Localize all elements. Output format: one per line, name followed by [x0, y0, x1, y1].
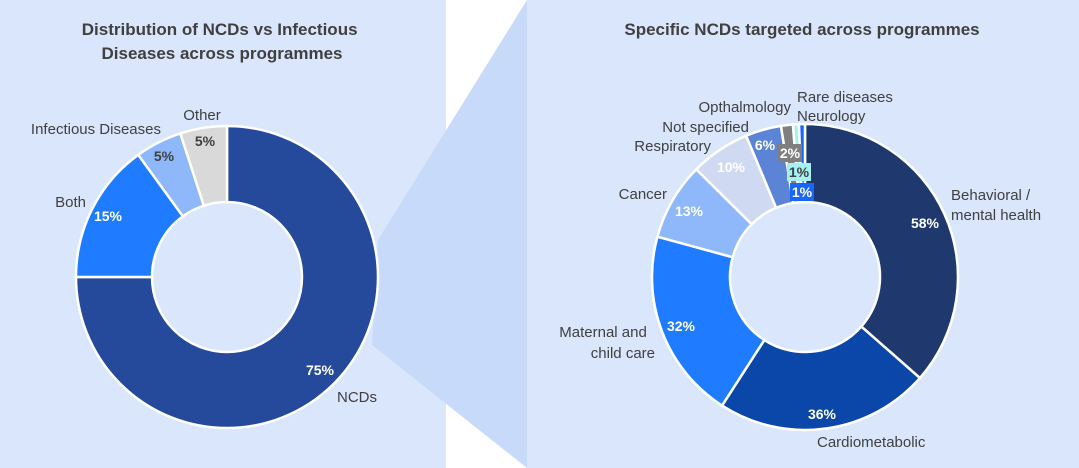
- value-box-neurology: [790, 183, 814, 201]
- slice-label-infectious: Infectious Diseases: [31, 121, 161, 138]
- slice-label-behavioral: Behavioral / mental health: [951, 187, 1041, 224]
- slice-value-behavioral: 58%: [911, 215, 940, 231]
- slice-value-neurology: 1%: [792, 184, 813, 200]
- slice-value-maternal: 32%: [667, 318, 696, 334]
- right-donut-chart: Specific NCDs targeted across programmes…: [559, 20, 1041, 451]
- slice-cardiometabolic: [720, 324, 922, 432]
- slice-label-rare-diseases: Rare diseases: [797, 89, 893, 106]
- left-chart-title: Distribution of NCDs vs Infectious Disea…: [82, 20, 363, 63]
- slice-ncds: [74, 124, 380, 430]
- slice-label-opthalmology: Opthalmology: [698, 99, 791, 116]
- slice-value-not-specified: 6%: [755, 137, 776, 153]
- slice-maternal-and-child-care: [650, 235, 767, 408]
- slice-label-other: Other: [183, 107, 221, 124]
- slice-value-opthalmology: 2%: [780, 145, 801, 161]
- slice-label-cardiometabolic: Cardiometabolic: [817, 434, 926, 451]
- slice-value-cardiometabolic: 36%: [808, 406, 837, 422]
- maternal-label-line-2: child care: [591, 345, 655, 362]
- behavioral-label-line-2: mental health: [951, 207, 1041, 224]
- slice-behavioral-mental-health: [803, 122, 960, 380]
- slice-label-ncds: NCDs: [337, 389, 377, 406]
- slice-label-not-specified: Not specified: [662, 119, 749, 136]
- slice-value-cancer: 13%: [675, 203, 704, 219]
- slice-label-respiratory: Respiratory: [634, 138, 711, 155]
- maternal-label-line-1: Maternal and: [559, 324, 647, 341]
- left-donut-chart: Distribution of NCDs vs Infectious Disea…: [31, 20, 380, 430]
- slice-label-neurology: Neurology: [797, 108, 866, 125]
- right-donut-slices: [650, 122, 960, 432]
- slice-other: [178, 124, 229, 208]
- right-panel-background: [527, 0, 1079, 468]
- value-box-rare-diseases: [787, 163, 811, 181]
- value-box-opthalmology: [778, 144, 802, 162]
- right-chart-title: Specific NCDs targeted across programmes: [624, 20, 979, 39]
- slice-value-respiratory: 10%: [717, 159, 746, 175]
- slice-label-cancer: Cancer: [619, 186, 667, 203]
- slice-label-both: Both: [55, 194, 86, 211]
- slice-label-maternal: Maternal and child care: [559, 324, 655, 362]
- behavioral-label-line-1: Behavioral /: [951, 187, 1031, 204]
- slice-value-infectious: 5%: [154, 148, 175, 164]
- slice-value-other: 5%: [195, 133, 216, 149]
- zoom-connector: [372, 0, 527, 468]
- slice-value-ncds: 75%: [306, 362, 335, 378]
- slice-value-both: 15%: [94, 208, 123, 224]
- left-title-line-1: Distribution of NCDs vs Infectious: [82, 20, 358, 39]
- slice-value-rare-diseases: 1%: [789, 164, 810, 180]
- left-title-line-2: Diseases across programmes: [102, 44, 343, 63]
- left-donut-slices: [74, 124, 380, 430]
